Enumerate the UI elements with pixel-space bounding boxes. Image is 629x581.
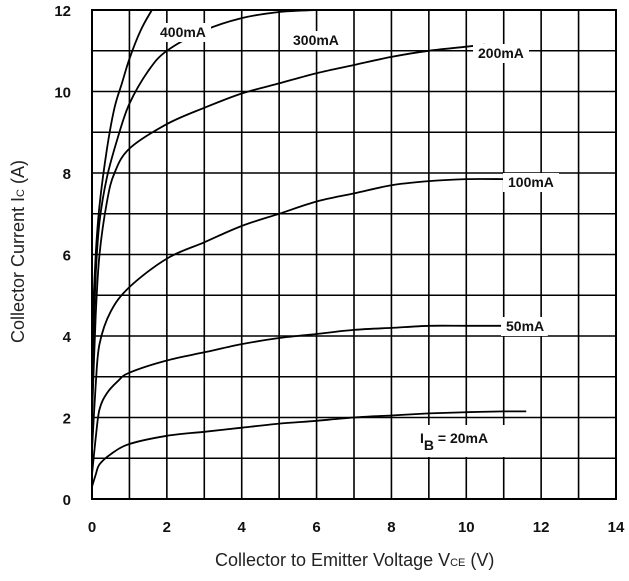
label-background bbox=[503, 173, 559, 192]
x-tick-label: 4 bbox=[238, 519, 247, 536]
series-label-100mA: 100mA bbox=[508, 174, 554, 190]
x-axis-title: Collector to Emitter Voltage VCE (V) bbox=[215, 550, 494, 570]
series-label-400mA: 400mA bbox=[160, 24, 206, 40]
plot-frame bbox=[91, 9, 617, 500]
y-tick-label: 10 bbox=[54, 85, 71, 102]
curve-100mA bbox=[92, 178, 504, 451]
y-tick-label: 6 bbox=[63, 248, 71, 265]
curve-400mA bbox=[92, 10, 153, 337]
x-tick-label: 8 bbox=[387, 519, 395, 536]
y-tick-label: 0 bbox=[63, 492, 71, 509]
curve-300mA bbox=[92, 10, 317, 377]
y-tick-label: 4 bbox=[63, 329, 72, 346]
x-tick-label: 0 bbox=[88, 519, 96, 536]
label-background bbox=[501, 317, 548, 336]
y-tick-label: 2 bbox=[63, 411, 71, 428]
label-background bbox=[473, 44, 529, 63]
y-tick-label: 8 bbox=[63, 166, 71, 183]
y-tick-labels: 0 2 4 6 8 10 12 bbox=[54, 3, 71, 509]
curve-20mA bbox=[92, 410, 527, 488]
x-tick-label: 10 bbox=[458, 519, 475, 536]
label-background bbox=[155, 23, 211, 42]
curve-50mA bbox=[92, 324, 504, 475]
x-tick-label: 6 bbox=[312, 519, 320, 536]
x-tick-label: 12 bbox=[533, 519, 550, 536]
series-labels: IB = 20mA 50mA 100mA 200mA 300mA 400mA bbox=[155, 23, 559, 457]
series-label-200mA: 200mA bbox=[478, 45, 524, 61]
x-tick-labels: 0 2 4 6 8 10 12 14 bbox=[88, 519, 625, 536]
x-tick-label: 2 bbox=[163, 519, 171, 536]
y-tick-label: 12 bbox=[54, 3, 71, 20]
curves bbox=[92, 10, 527, 488]
label-background bbox=[288, 31, 344, 50]
x-tick-label: 14 bbox=[608, 519, 625, 536]
label-background bbox=[414, 425, 524, 457]
series-label-300mA: 300mA bbox=[293, 32, 339, 48]
curve-200mA bbox=[92, 43, 486, 418]
y-axis-title: Collector Current IC (A) bbox=[8, 160, 28, 343]
series-label-50mA: 50mA bbox=[506, 318, 544, 334]
series-label-20mA: IB = 20mA bbox=[420, 430, 488, 453]
